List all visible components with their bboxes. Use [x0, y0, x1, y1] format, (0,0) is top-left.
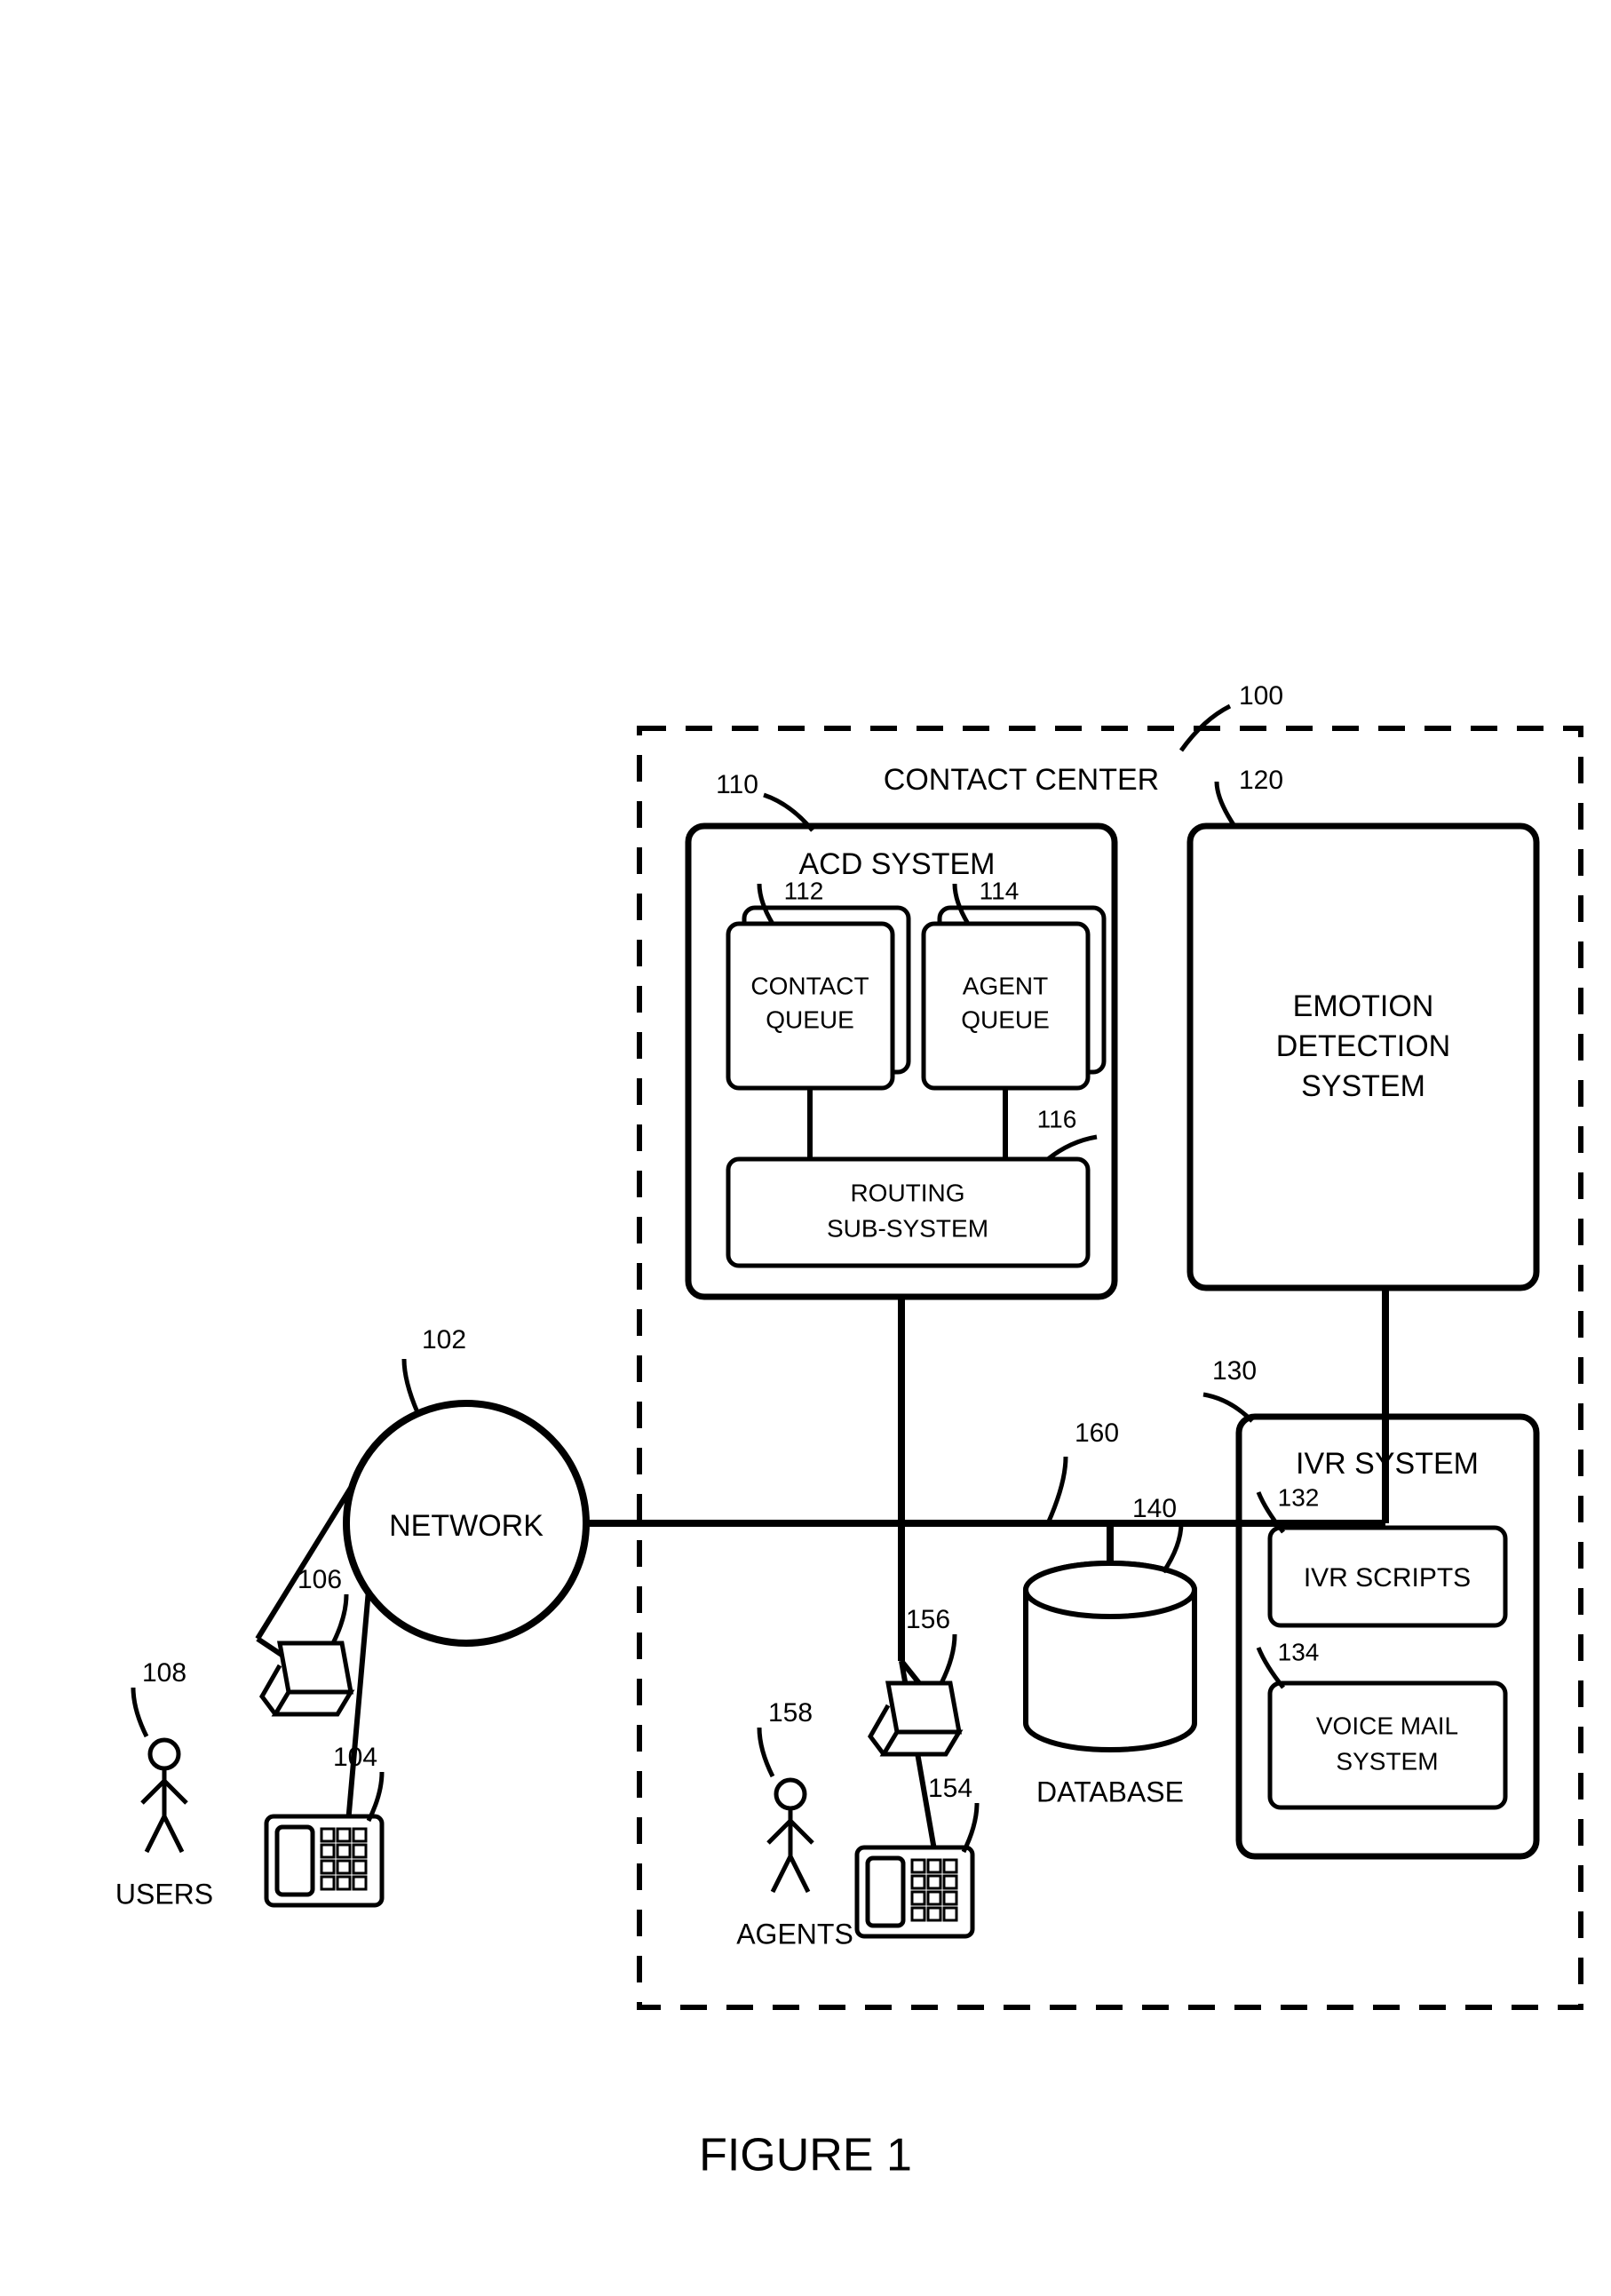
users-label: USERS: [115, 1878, 213, 1910]
ref-106: 106: [298, 1565, 342, 1594]
ref-112: 112: [784, 877, 824, 904]
contact-queue-label-1: CONTACT: [750, 972, 869, 999]
ref-leader-104: [369, 1772, 382, 1821]
emotion-label-1: EMOTION: [1293, 989, 1434, 1023]
contact-center-label: CONTACT CENTER: [884, 763, 1159, 797]
ref-leader-130: [1203, 1394, 1252, 1421]
ref-114: 114: [980, 877, 1020, 904]
network-label: NETWORK: [389, 1509, 544, 1543]
ref-134: 134: [1278, 1638, 1320, 1665]
ref-160: 160: [1075, 1418, 1119, 1448]
ref-102: 102: [422, 1325, 466, 1355]
ref-leader-158: [759, 1728, 773, 1776]
phone-icon-user: [266, 1816, 382, 1905]
database-label: DATABASE: [1036, 1776, 1184, 1807]
ref-130: 130: [1212, 1356, 1257, 1386]
ref-132: 132: [1278, 1483, 1320, 1511]
agent-queue-label-1: AGENT: [963, 972, 1048, 999]
ref-leader-140: [1163, 1523, 1181, 1572]
database-icon: [1026, 1563, 1194, 1750]
ivr-scripts-label: IVR SCRIPTS: [1304, 1563, 1471, 1593]
edge-network-userlaptop-a: [258, 1488, 351, 1639]
ref-leader-102: [404, 1359, 417, 1412]
ref-158: 158: [768, 1698, 813, 1728]
laptop-icon-agent: [870, 1683, 959, 1754]
laptop-icon-user: [262, 1643, 351, 1714]
ref-100: 100: [1239, 681, 1283, 711]
person-icon-user: [142, 1740, 186, 1852]
voice-mail-label-1: VOICE MAIL: [1316, 1712, 1458, 1739]
ref-104: 104: [333, 1743, 377, 1772]
ref-leader-156: [941, 1634, 955, 1683]
person-icon-agent: [768, 1780, 813, 1892]
diagram-canvas: CONTACT CENTER 100 ACD SYSTEM 110 CONTAC…: [0, 0, 1611, 2296]
ref-leader-106: [333, 1594, 346, 1643]
ref-108: 108: [142, 1658, 186, 1688]
ref-leader-108: [133, 1688, 147, 1736]
edge-network-userphone: [346, 1590, 369, 1843]
ref-156: 156: [906, 1605, 950, 1634]
ref-leader-160: [1048, 1457, 1066, 1523]
routing-label-2: SUB-SYSTEM: [827, 1214, 988, 1242]
ref-leader-154: [964, 1803, 977, 1852]
agents-label: AGENTS: [736, 1918, 853, 1950]
contact-queue-label-2: QUEUE: [766, 1005, 854, 1033]
ref-154: 154: [928, 1774, 972, 1803]
voice-mail-label-2: SYSTEM: [1336, 1747, 1438, 1775]
emotion-label-3: SYSTEM: [1301, 1069, 1425, 1103]
phone-icon-agent: [857, 1847, 972, 1936]
ref-116: 116: [1037, 1105, 1077, 1132]
agent-queue-label-2: QUEUE: [961, 1005, 1050, 1033]
figure-caption: FIGURE 1: [699, 2130, 912, 2181]
routing-box: [728, 1159, 1088, 1266]
routing-label-1: ROUTING: [850, 1179, 964, 1206]
voice-mail-box: [1270, 1683, 1505, 1807]
acd-system-label: ACD SYSTEM: [798, 847, 995, 881]
ref-140: 140: [1132, 1494, 1177, 1523]
ref-leader-120: [1217, 782, 1234, 826]
ref-110: 110: [716, 770, 758, 799]
ref-120: 120: [1239, 766, 1283, 795]
emotion-label-2: DETECTION: [1276, 1029, 1450, 1063]
